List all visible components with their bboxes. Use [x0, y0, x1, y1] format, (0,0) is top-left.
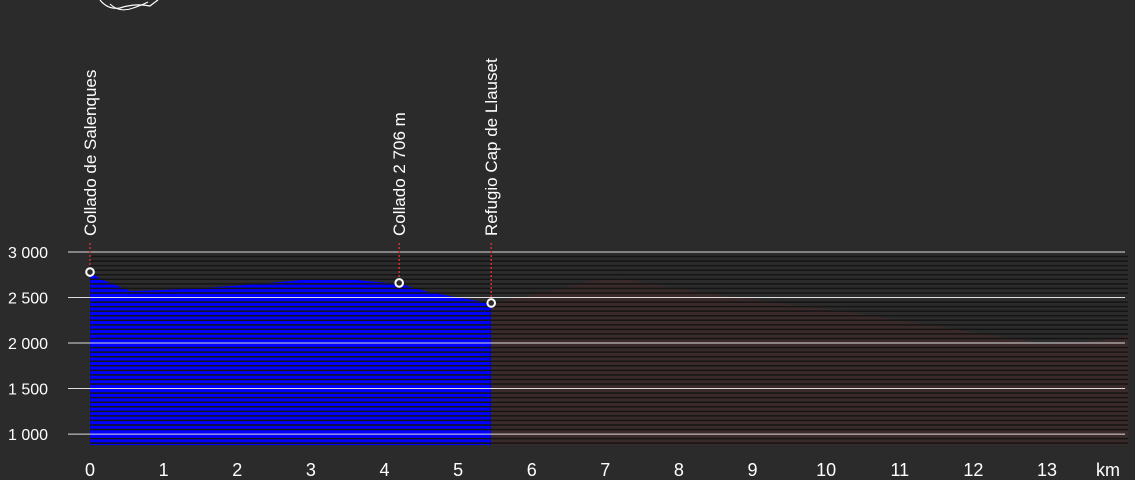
waypoint-label: Collado de Salenques: [81, 70, 100, 236]
x-tick-label: 6: [527, 460, 537, 480]
x-tick-label: 4: [379, 460, 389, 480]
waypoint-marker: [486, 298, 497, 308]
x-tick-label: 12: [963, 460, 983, 480]
y-tick-label: 2 500: [8, 291, 48, 308]
x-tick-label: 13: [1037, 460, 1057, 480]
y-tick-label: 2 000: [8, 336, 48, 353]
y-tick-label: 1 000: [8, 427, 48, 444]
x-unit-label: km: [1096, 460, 1120, 480]
waypoint-marker: [85, 267, 95, 277]
x-tick-label: 9: [748, 460, 758, 480]
x-tick-label: 8: [674, 460, 684, 480]
x-tick-label: 7: [600, 460, 610, 480]
waypoint-label: Collado 2 706 m: [390, 112, 409, 236]
waypoint-marker: [394, 278, 404, 288]
x-tick-label: 10: [816, 460, 836, 480]
y-tick-label: 3 000: [8, 245, 48, 262]
x-tick-label: 5: [453, 460, 463, 480]
x-tick-label: 3: [306, 460, 316, 480]
waypoint-label: Refugio Cap de Llauset: [482, 58, 501, 236]
x-tick-label: 2: [232, 460, 242, 480]
y-tick-label: 1 500: [8, 382, 48, 399]
x-tick-label: 1: [159, 460, 169, 480]
x-tick-label: 0: [85, 460, 95, 480]
x-tick-label: 11: [890, 460, 909, 480]
map-fragment-icon: [99, 0, 159, 11]
